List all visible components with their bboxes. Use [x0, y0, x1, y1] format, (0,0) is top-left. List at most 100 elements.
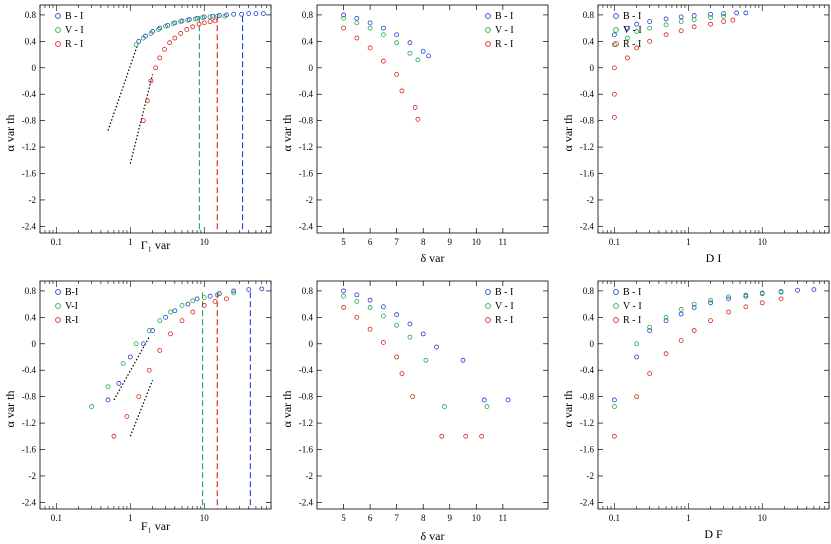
data-point-b-i — [647, 328, 653, 333]
data-point-b-i — [647, 19, 653, 24]
y-tick-label: 0.4 — [25, 312, 37, 322]
data-point-r-i — [184, 27, 190, 32]
data-point-v-i — [193, 16, 198, 22]
data-point-b-i — [231, 288, 237, 294]
series-v-i — [611, 13, 726, 48]
y-tick-label: 0.4 — [302, 312, 314, 322]
data-point-v-i — [163, 23, 168, 29]
data-point-v-i — [168, 309, 173, 315]
x-tick-label: 1 — [128, 237, 133, 247]
legend-label: B - I — [623, 287, 641, 298]
y-axis-label: α var th — [3, 115, 17, 152]
series-r-i — [611, 296, 784, 439]
data-point-r-i — [212, 299, 218, 304]
data-point-b-i — [394, 32, 400, 38]
legend-label: V - I — [495, 25, 514, 36]
data-point-b-i — [743, 10, 749, 16]
data-point-b-i — [426, 53, 431, 59]
panel-bottom-left: 0.8 0.4 0 -0.4 -0.8 -1.2 -1.6 -2 -2.4 0.1 1 10 F₁ va… — [3, 280, 272, 533]
data-point-r-i — [678, 338, 684, 343]
data-point-v-i — [678, 19, 684, 24]
data-point-v-i — [354, 299, 360, 304]
y-tick-label: -2 — [587, 471, 595, 481]
panel-top-left: 0.8 0.4 0 -0.4 -0.8 -1.2 -1.6 -2 -2.4 0.1 1 10 Γ₁ va… — [3, 4, 272, 252]
data-point-v-i — [663, 314, 669, 320]
data-point-r-i — [759, 300, 765, 306]
data-point-r-i — [190, 24, 196, 30]
data-point-v-i — [341, 293, 346, 299]
legend-marker — [485, 317, 491, 323]
y-tick-label: 0 — [590, 63, 595, 73]
data-point-v-i — [484, 404, 490, 409]
plot-frame — [316, 280, 549, 510]
x-axis-label: F₁ var — [141, 519, 170, 533]
legend-label: V - I — [65, 25, 84, 36]
legend-marker — [55, 317, 61, 323]
data-point-r-i — [179, 318, 185, 324]
legend: B - I V - I R - I — [613, 287, 642, 326]
data-point-b-i — [691, 305, 697, 310]
data-point-r-i — [111, 433, 117, 439]
y-tick-label: 0.4 — [302, 36, 314, 46]
data-point-b-i — [367, 297, 373, 303]
legend: B - I V - I R - I — [55, 11, 84, 50]
legend-marker — [613, 317, 619, 323]
series-r-i — [341, 305, 485, 439]
data-point-r-i — [439, 433, 445, 439]
data-point-r-i — [354, 314, 360, 320]
legend: B - I V - I R - I — [613, 11, 642, 50]
data-point-v-i — [201, 295, 207, 300]
plot-frame — [597, 4, 830, 234]
data-point-v-i — [691, 301, 697, 307]
data-point-b-i — [260, 11, 266, 16]
data-point-r-i — [778, 296, 784, 302]
data-point-v-i — [120, 361, 126, 367]
legend: B - I V - I R - I — [485, 287, 514, 326]
legend-marker — [613, 27, 619, 33]
x-tick-label: 10 — [200, 513, 210, 523]
x-tick-label: 10 — [472, 513, 482, 523]
legend-marker — [55, 41, 61, 47]
data-point-v-i — [354, 20, 360, 26]
data-point-b-i — [259, 286, 265, 292]
data-point-v-i — [423, 357, 429, 363]
data-point-v-i — [647, 324, 653, 330]
data-point-b-i — [172, 308, 178, 314]
data-point-r-i — [634, 45, 640, 51]
data-point-v-i — [207, 14, 213, 20]
data-point-r-i — [178, 31, 184, 36]
data-point-v-i — [341, 15, 346, 21]
y-tick-label: -1.2 — [22, 142, 36, 152]
legend-marker — [55, 13, 61, 19]
legend-marker — [613, 41, 619, 47]
y-tick-label: -0.8 — [22, 116, 37, 126]
y-tick-label: 0.8 — [583, 286, 595, 296]
legend-marker — [613, 303, 619, 309]
series-r-i — [111, 296, 229, 439]
y-tick-label: -2.4 — [580, 221, 595, 231]
series-b-i — [105, 286, 265, 403]
x-tick-label: 10 — [758, 513, 768, 523]
data-point-b-i — [165, 23, 171, 28]
data-point-b-i — [726, 296, 731, 302]
data-point-r-i — [611, 433, 617, 439]
data-point-r-i — [726, 309, 731, 315]
data-point-b-i — [341, 12, 346, 18]
data-point-v-i — [394, 40, 400, 46]
fit-line — [129, 379, 154, 437]
data-point-r-i — [136, 394, 142, 400]
data-point-r-i — [611, 65, 617, 71]
data-point-r-i — [148, 78, 154, 84]
data-point-b-i — [678, 14, 684, 20]
data-point-v-i — [133, 42, 139, 48]
data-point-b-i — [394, 312, 400, 318]
panel-top-middle: 0.8 0.4 0 -0.4 -0.8 -1.2 -1.6 -2 -2.4 5 6 7 8 9 10 11 δ … — [280, 4, 549, 265]
data-point-v-i — [89, 404, 95, 409]
data-point-b-i — [194, 296, 200, 302]
data-point-v-i — [721, 13, 726, 19]
legend-label: R-I — [65, 315, 78, 326]
x-tick-label: 10 — [758, 237, 768, 247]
x-tick-label: 9 — [448, 513, 453, 523]
legend-marker — [485, 303, 491, 309]
